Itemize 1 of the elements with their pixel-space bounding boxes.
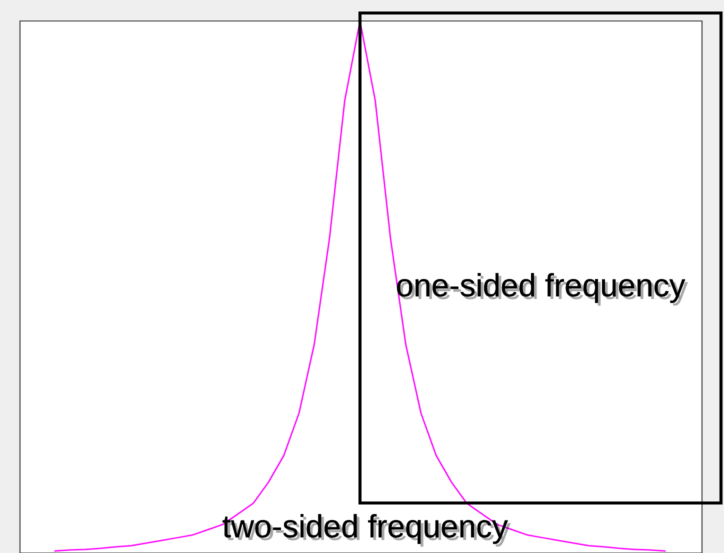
annotation: two-sided frequency	[222, 514, 511, 547]
